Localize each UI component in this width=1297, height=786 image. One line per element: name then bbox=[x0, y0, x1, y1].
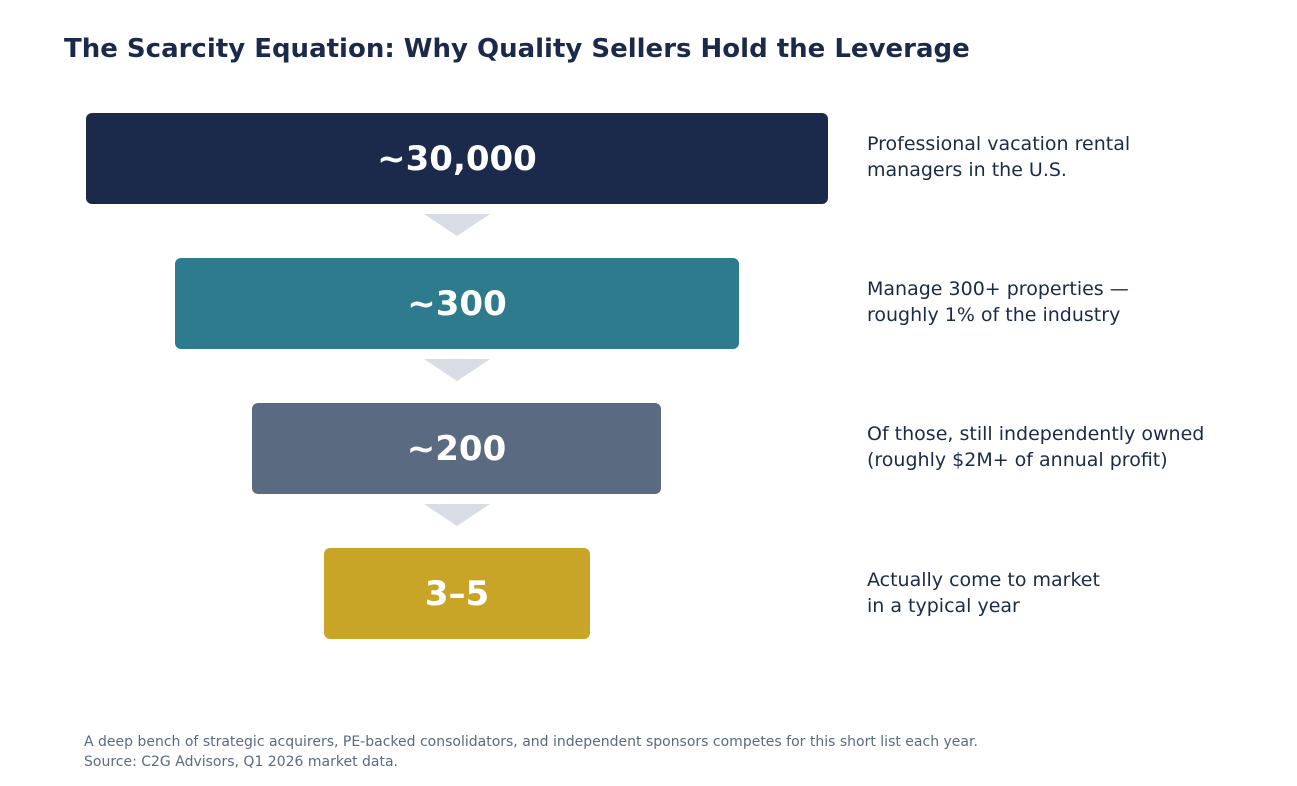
funnel-stage-3-desc-line2: (roughly $2M+ of annual profit) bbox=[867, 449, 1168, 471]
funnel-stage-2-bar: ~300 bbox=[175, 258, 739, 349]
funnel-stage-4-desc-line2: in a typical year bbox=[867, 595, 1020, 617]
funnel-stage-4-value: 3–5 bbox=[424, 573, 490, 614]
funnel-arrow-1 bbox=[424, 214, 490, 236]
footer-note: A deep bench of strategic acquirers, PE-… bbox=[84, 734, 978, 750]
funnel-stage-2-description: Manage 300+ properties — roughly 1% of t… bbox=[867, 276, 1277, 328]
footer: A deep bench of strategic acquirers, PE-… bbox=[84, 732, 978, 772]
funnel-stage-3-bar: ~200 bbox=[252, 403, 661, 494]
funnel-stage-1-value: ~30,000 bbox=[377, 138, 537, 179]
funnel-arrow-3 bbox=[424, 504, 490, 526]
funnel-stage-1-description: Professional vacation rental managers in… bbox=[867, 131, 1277, 183]
funnel-stage-1-desc-line2: managers in the U.S. bbox=[867, 159, 1067, 181]
page-title: The Scarcity Equation: Why Quality Selle… bbox=[64, 34, 970, 64]
funnel-stage-4-description: Actually come to market in a typical yea… bbox=[867, 567, 1277, 619]
funnel-stage-3-desc-line1: Of those, still independently owned bbox=[867, 423, 1205, 445]
funnel-arrow-2 bbox=[424, 359, 490, 381]
funnel-stage-2-desc-line2: roughly 1% of the industry bbox=[867, 304, 1121, 326]
funnel-stage-2-desc-line1: Manage 300+ properties — bbox=[867, 278, 1129, 300]
funnel-stage-2-value: ~300 bbox=[407, 283, 507, 324]
funnel-stage-1-desc-line1: Professional vacation rental bbox=[867, 133, 1131, 155]
funnel-stage-3-value: ~200 bbox=[406, 428, 507, 469]
footer-source: Source: C2G Advisors, Q1 2026 market dat… bbox=[84, 754, 399, 770]
funnel-stage-4-bar: 3–5 bbox=[324, 548, 590, 639]
funnel-stage-4-desc-line1: Actually come to market bbox=[867, 569, 1100, 591]
funnel-stage-1-bar: ~30,000 bbox=[86, 113, 828, 204]
funnel-stage-3-description: Of those, still independently owned (rou… bbox=[867, 421, 1277, 473]
